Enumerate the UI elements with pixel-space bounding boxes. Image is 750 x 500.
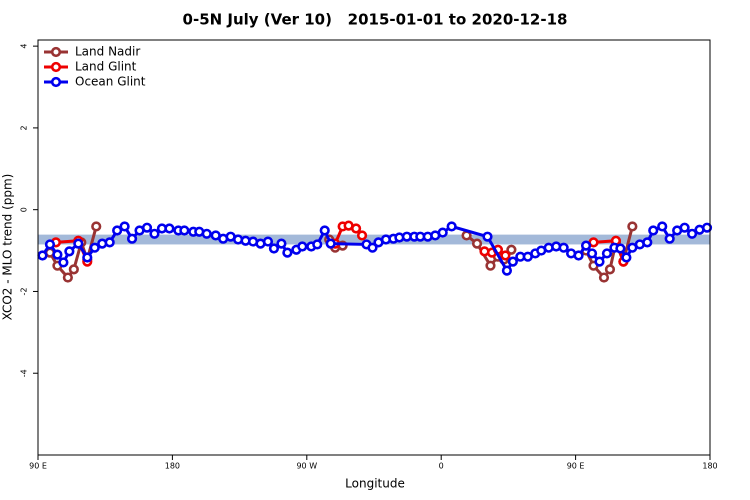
data-point: [179, 225, 190, 236]
data-point: [91, 221, 102, 232]
data-point: [64, 246, 75, 257]
data-point: [149, 228, 160, 239]
data-point: [164, 223, 175, 234]
data-point: [558, 242, 569, 253]
data-point: [615, 243, 626, 254]
data-point: [62, 272, 73, 283]
legend-label: Land Nadir: [75, 45, 140, 59]
x-tick-label: 180: [165, 462, 180, 471]
data-point: [604, 264, 616, 275]
data-point: [268, 243, 280, 254]
data-point: [325, 238, 336, 249]
y-tick-label: -2: [20, 287, 29, 295]
legend-label: Land Glint: [75, 60, 137, 74]
legend-swatch-marker: [50, 61, 62, 73]
data-point: [701, 222, 713, 233]
data-point: [621, 252, 632, 263]
chart-title: 0-5N July (Ver 10) 2015-01-01 to 2020-12…: [183, 11, 568, 29]
x-tick-label: 180: [702, 462, 717, 471]
data-point: [104, 237, 115, 248]
data-point: [648, 225, 659, 236]
data-point: [664, 233, 675, 244]
data-point: [598, 272, 610, 283]
y-tick-label: -4: [20, 369, 29, 377]
y-axis-label: XCO2 - MLO trend (ppm): [1, 174, 15, 321]
x-tick-label: 0: [439, 462, 444, 471]
data-point: [573, 250, 584, 261]
data-point: [297, 241, 308, 252]
legend-swatch-marker: [50, 76, 62, 88]
data-point: [642, 237, 653, 248]
data-point: [141, 222, 153, 233]
data-point: [44, 239, 56, 250]
x-axis-label: Longitude: [345, 477, 405, 491]
y-tick-label: 4: [20, 44, 29, 49]
data-point: [37, 250, 48, 261]
data-point: [282, 247, 293, 258]
data-point: [485, 260, 496, 271]
x-tick-label: 90 E: [29, 462, 47, 471]
data-point: [276, 238, 287, 249]
data-point: [580, 240, 592, 251]
data-point: [73, 238, 84, 249]
data-point: [262, 236, 274, 247]
data-point: [350, 223, 362, 234]
data-point: [501, 265, 513, 276]
data-point: [686, 228, 698, 239]
data-point: [506, 244, 517, 255]
data-point: [657, 221, 668, 232]
data-point: [627, 221, 638, 232]
data-point: [500, 250, 511, 261]
data-point: [89, 242, 100, 253]
data-point: [367, 242, 378, 253]
data-point: [68, 264, 79, 275]
data-point: [601, 248, 613, 259]
data-point: [119, 221, 130, 232]
x-tick-label: 90 W: [296, 462, 317, 471]
x-tick-label: 90 E: [567, 462, 585, 471]
data-point: [471, 238, 483, 249]
y-tick-label: 0: [20, 207, 29, 212]
data-point: [507, 256, 518, 267]
reference-band: [38, 234, 710, 245]
y-tick-label: 2: [20, 125, 29, 130]
data-point: [52, 249, 63, 260]
data-point: [356, 230, 368, 241]
data-point: [312, 239, 323, 250]
data-point: [112, 225, 123, 236]
data-point: [446, 221, 457, 232]
data-point: [82, 252, 93, 263]
data-point: [319, 225, 330, 236]
legend-swatch-marker: [50, 46, 62, 58]
data-point: [482, 231, 493, 242]
data-point: [586, 248, 598, 259]
data-point: [58, 257, 69, 268]
data-point: [679, 222, 690, 233]
data-point: [201, 228, 212, 239]
legend-label: Ocean Glint: [75, 75, 146, 89]
data-point: [437, 227, 448, 238]
data-point: [594, 256, 605, 267]
plot-frame: [37, 39, 711, 456]
data-point: [126, 233, 138, 244]
